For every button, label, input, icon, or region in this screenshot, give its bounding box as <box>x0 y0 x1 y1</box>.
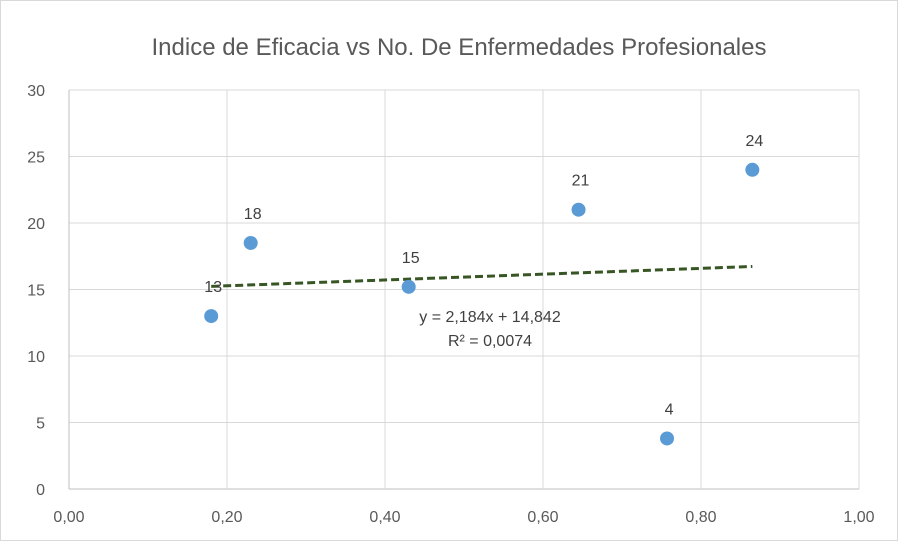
x-tick-label: 0,40 <box>369 509 400 526</box>
x-tick-label: 0,00 <box>53 509 84 526</box>
data-label: 24 <box>745 133 763 150</box>
y-tick-label: 30 <box>27 83 45 100</box>
data-point <box>660 431 675 446</box>
x-axis-ticks: 0,00 0,20 0,40 0,60 0,80 1,00 <box>53 509 874 526</box>
x-tick-label: 1,00 <box>843 509 874 526</box>
trendline-group <box>211 264 753 288</box>
data-point <box>204 309 219 324</box>
gridlines <box>68 89 860 490</box>
trendline <box>211 264 753 288</box>
data-points <box>204 162 760 446</box>
x-tick-label: 0,80 <box>685 509 716 526</box>
data-point <box>745 162 760 177</box>
x-tick-label: 0,60 <box>527 509 558 526</box>
y-tick-label: 5 <box>36 416 45 433</box>
data-label: 15 <box>402 250 420 267</box>
data-point <box>401 279 416 294</box>
data-point <box>243 235 258 250</box>
trendline-equation: y = 2,184x + 14,842 <box>419 309 561 326</box>
data-label: 18 <box>244 206 262 223</box>
y-tick-label: 25 <box>27 150 45 167</box>
y-tick-label: 0 <box>36 482 45 499</box>
y-tick-label: 10 <box>27 349 45 366</box>
y-tick-label: 20 <box>27 216 45 233</box>
data-labels: 13 18 15 21 4 24 <box>204 133 763 419</box>
y-tick-label: 15 <box>27 283 45 300</box>
data-label: 21 <box>572 173 590 190</box>
data-label: 4 <box>665 401 674 418</box>
data-point <box>571 202 586 217</box>
data-label: 13 <box>204 279 222 296</box>
x-tick-label: 0,20 <box>211 509 242 526</box>
chart-title: Indice de Eficacia vs No. De Enfermedade… <box>152 34 767 61</box>
y-axis-ticks: 0 5 10 15 20 25 30 <box>27 83 45 499</box>
trendline-r-squared: R² = 0,0074 <box>448 333 532 350</box>
